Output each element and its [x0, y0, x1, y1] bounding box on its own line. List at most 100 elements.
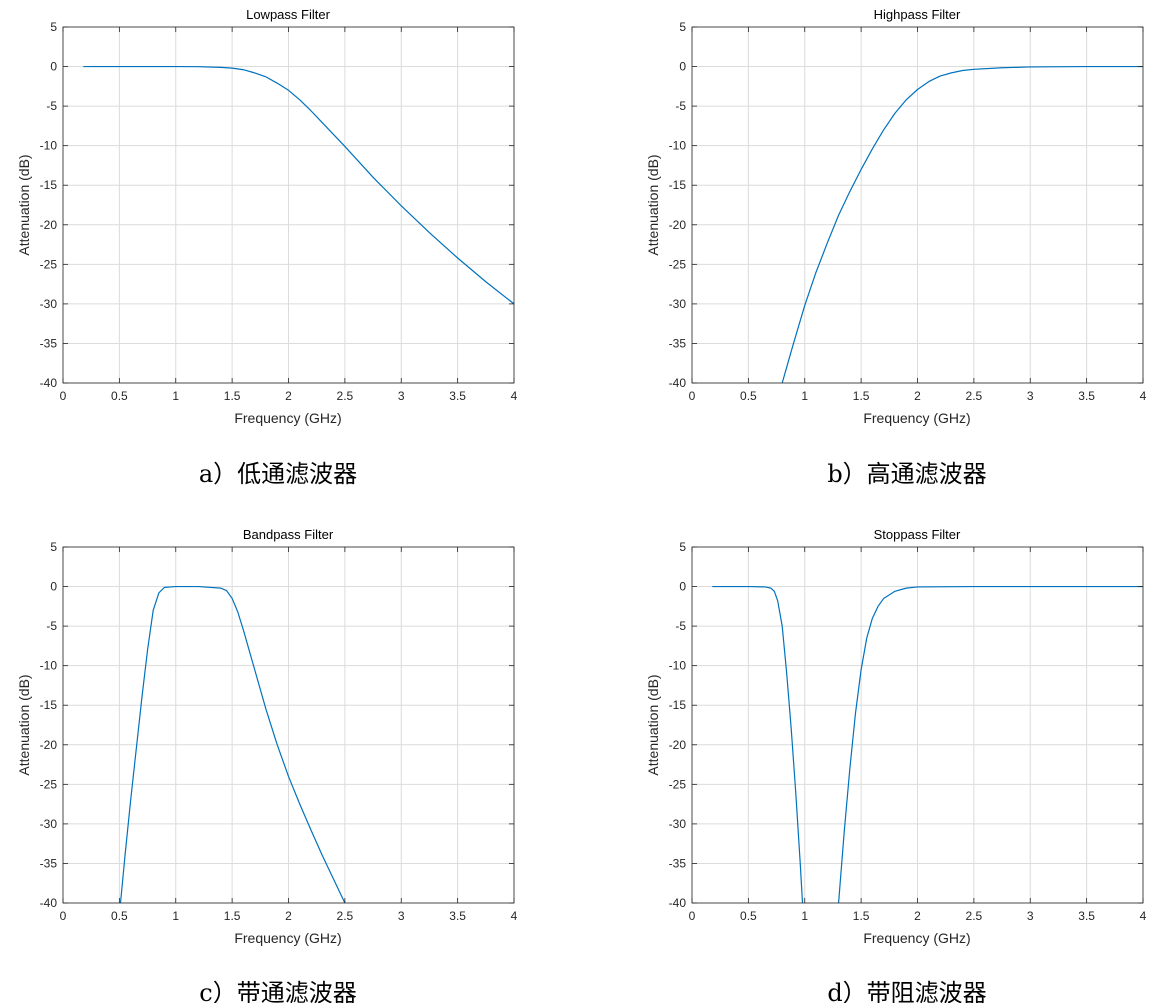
- x-tick-label: 1: [801, 389, 808, 403]
- y-tick-label: -10: [40, 659, 58, 673]
- x-tick-label: 2.5: [337, 909, 354, 923]
- chart-title: Highpass Filter: [874, 7, 961, 22]
- y-tick-label: -10: [40, 139, 58, 153]
- y-axis-label: Attenuation (dB): [16, 154, 32, 255]
- y-tick-label: -30: [40, 817, 58, 831]
- chart-caption: a）低通滤波器: [199, 460, 357, 488]
- plot-area: [691, 26, 1144, 384]
- plot-area: [62, 546, 515, 904]
- chart-title: Stoppass Filter: [874, 527, 961, 542]
- y-tick-label: -30: [40, 297, 58, 311]
- x-tick-label: 2.5: [966, 389, 983, 403]
- series-line: [83, 65, 514, 305]
- x-tick-label: 0: [60, 909, 67, 923]
- x-tick-label: 4: [1140, 909, 1147, 923]
- x-axis-label: Frequency (GHz): [863, 410, 970, 426]
- x-tick-label: 2: [285, 909, 292, 923]
- y-tick-label: 0: [50, 60, 57, 74]
- x-tick-label: 2: [285, 389, 292, 403]
- x-axis-label: Frequency (GHz): [234, 930, 341, 946]
- y-tick-label: -20: [669, 218, 687, 232]
- y-tick-label: -5: [46, 619, 57, 633]
- y-tick-label: -40: [40, 376, 58, 390]
- y-tick-label: 5: [679, 540, 686, 554]
- x-tick-label: 1.5: [853, 909, 870, 923]
- chart-caption: c）带通滤波器: [199, 979, 356, 1003]
- x-tick-label: 2: [914, 909, 921, 923]
- y-tick-label: 5: [50, 20, 57, 34]
- y-tick-label: -10: [669, 659, 687, 673]
- x-tick-label: 1.5: [853, 389, 870, 403]
- y-tick-label: -35: [669, 336, 687, 350]
- y-tick-label: -5: [46, 99, 57, 113]
- y-tick-label: -40: [40, 896, 58, 910]
- y-tick-label: -15: [40, 178, 58, 192]
- y-tick-label: -10: [669, 139, 687, 153]
- plot-area: [691, 546, 1144, 904]
- x-tick-label: 2: [914, 389, 921, 403]
- x-tick-label: 4: [511, 909, 518, 923]
- y-tick-label: 0: [679, 580, 686, 594]
- x-tick-label: 0.5: [111, 389, 128, 403]
- chart-caption: d）带阻滤波器: [827, 979, 986, 1003]
- x-tick-label: 3: [398, 909, 405, 923]
- y-tick-label: -25: [669, 257, 687, 271]
- series-line: [712, 585, 804, 903]
- y-tick-label: -20: [40, 738, 58, 752]
- chart-stoppass: Stoppass Filter Attenuation (dB) Frequen…: [645, 527, 1147, 1003]
- x-tick-label: 3: [1027, 389, 1034, 403]
- chart-title: Bandpass Filter: [243, 527, 334, 542]
- x-tick-label: 0: [689, 909, 696, 923]
- x-tick-label: 0: [689, 389, 696, 403]
- y-tick-label: 0: [679, 60, 686, 74]
- y-tick-label: -30: [669, 297, 687, 311]
- x-tick-label: 0.5: [740, 389, 757, 403]
- y-tick-label: -20: [40, 218, 58, 232]
- y-tick-label: -15: [40, 698, 58, 712]
- chart-highpass: Highpass Filter Attenuation (dB) Frequen…: [645, 7, 1147, 488]
- plot-area: [62, 26, 515, 384]
- series-line: [119, 585, 346, 903]
- y-tick-label: -25: [40, 257, 58, 271]
- y-tick-label: -15: [669, 698, 687, 712]
- x-tick-label: 4: [511, 389, 518, 403]
- x-tick-label: 1: [801, 909, 808, 923]
- chart-lowpass: Lowpass Filter Attenuation (dB) Frequenc…: [16, 7, 518, 488]
- x-axis-label: Frequency (GHz): [863, 930, 970, 946]
- x-tick-label: 3: [1027, 909, 1034, 923]
- y-axis-label: Attenuation (dB): [645, 154, 661, 255]
- x-tick-label: 3.5: [449, 389, 466, 403]
- x-tick-label: 0.5: [111, 909, 128, 923]
- x-tick-label: 0.5: [740, 909, 757, 923]
- y-tick-label: -15: [669, 178, 687, 192]
- x-tick-label: 1.5: [224, 389, 241, 403]
- y-tick-label: -25: [669, 777, 687, 791]
- chart-title: Lowpass Filter: [246, 7, 330, 22]
- x-tick-label: 1: [172, 389, 179, 403]
- x-axis-label: Frequency (GHz): [234, 410, 341, 426]
- x-tick-label: 3.5: [1078, 909, 1095, 923]
- x-tick-label: 1: [172, 909, 179, 923]
- y-tick-label: -25: [40, 777, 58, 791]
- y-tick-label: -40: [669, 896, 687, 910]
- y-tick-label: -35: [40, 336, 58, 350]
- y-tick-label: -5: [675, 99, 686, 113]
- y-axis-label: Attenuation (dB): [645, 674, 661, 775]
- x-tick-label: 3: [398, 389, 405, 403]
- x-tick-label: 2.5: [337, 389, 354, 403]
- y-tick-label: -5: [675, 619, 686, 633]
- y-tick-label: 5: [50, 540, 57, 554]
- x-tick-label: 3.5: [449, 909, 466, 923]
- y-axis-label: Attenuation (dB): [16, 674, 32, 775]
- series-line: [837, 585, 1143, 903]
- series-line: [781, 65, 1143, 383]
- y-tick-label: -35: [40, 856, 58, 870]
- x-tick-label: 1.5: [224, 909, 241, 923]
- chart-caption: b）高通滤波器: [827, 460, 986, 488]
- x-tick-label: 3.5: [1078, 389, 1095, 403]
- y-tick-label: -30: [669, 817, 687, 831]
- y-tick-label: 5: [679, 20, 686, 34]
- chart-bandpass: Bandpass Filter Attenuation (dB) Frequen…: [16, 527, 518, 1003]
- y-tick-label: -20: [669, 738, 687, 752]
